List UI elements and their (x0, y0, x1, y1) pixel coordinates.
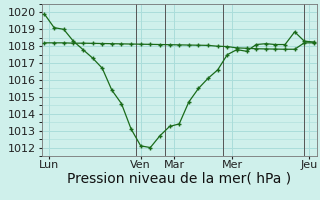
X-axis label: Pression niveau de la mer( hPa ): Pression niveau de la mer( hPa ) (67, 172, 291, 186)
